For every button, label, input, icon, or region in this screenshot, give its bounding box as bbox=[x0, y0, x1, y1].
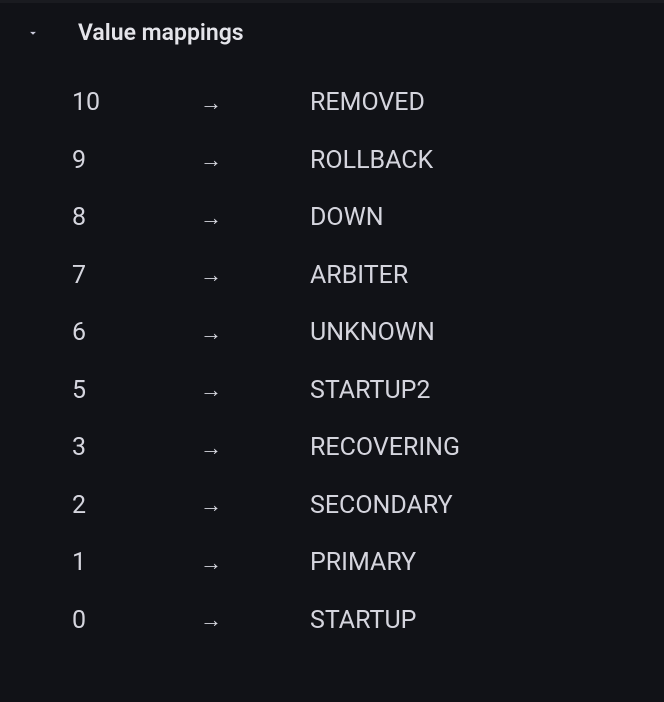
mapping-value: ROLLBACK bbox=[310, 146, 433, 175]
mapping-row: 0 → STARTUP bbox=[72, 592, 664, 650]
mapping-value: STARTUP2 bbox=[310, 376, 430, 405]
mapping-key: 1 bbox=[72, 548, 200, 577]
mapping-row: 6 → UNKNOWN bbox=[72, 304, 664, 362]
chevron-down-icon bbox=[24, 24, 42, 42]
mapping-value: RECOVERING bbox=[310, 433, 460, 462]
mapping-row: 8 → DOWN bbox=[72, 189, 664, 247]
mapping-value: PRIMARY bbox=[310, 548, 416, 577]
mapping-key: 2 bbox=[72, 491, 200, 520]
value-mappings-list: 10 → REMOVED 9 → ROLLBACK 8 → DOWN 7 → A… bbox=[0, 46, 664, 649]
arrow-icon: → bbox=[200, 90, 310, 116]
arrow-icon: → bbox=[200, 147, 310, 173]
mapping-value: ARBITER bbox=[310, 261, 408, 290]
mapping-key: 10 bbox=[72, 88, 200, 117]
arrow-icon: → bbox=[200, 205, 310, 231]
arrow-icon: → bbox=[200, 607, 310, 633]
mapping-key: 3 bbox=[72, 433, 200, 462]
mapping-value: SECONDARY bbox=[310, 491, 453, 520]
mapping-row: 7 → ARBITER bbox=[72, 247, 664, 305]
value-mappings-header[interactable]: Value mappings bbox=[0, 3, 664, 46]
mapping-value: UNKNOWN bbox=[310, 318, 435, 347]
mapping-key: 0 bbox=[72, 606, 200, 635]
section-title: Value mappings bbox=[78, 19, 244, 46]
mapping-row: 2 → SECONDARY bbox=[72, 477, 664, 535]
mapping-key: 6 bbox=[72, 318, 200, 347]
mapping-key: 5 bbox=[72, 376, 200, 405]
arrow-icon: → bbox=[200, 435, 310, 461]
mapping-row: 5 → STARTUP2 bbox=[72, 362, 664, 420]
arrow-icon: → bbox=[200, 492, 310, 518]
mapping-row: 9 → ROLLBACK bbox=[72, 132, 664, 190]
mapping-key: 8 bbox=[72, 203, 200, 232]
arrow-icon: → bbox=[200, 262, 310, 288]
mapping-key: 9 bbox=[72, 146, 200, 175]
arrow-icon: → bbox=[200, 550, 310, 576]
mapping-value: DOWN bbox=[310, 203, 384, 232]
mapping-value: REMOVED bbox=[310, 88, 425, 117]
mapping-row: 1 → PRIMARY bbox=[72, 534, 664, 592]
mapping-value: STARTUP bbox=[310, 606, 416, 635]
arrow-icon: → bbox=[200, 320, 310, 346]
arrow-icon: → bbox=[200, 377, 310, 403]
mapping-row: 3 → RECOVERING bbox=[72, 419, 664, 477]
mapping-row: 10 → REMOVED bbox=[72, 74, 664, 132]
mapping-key: 7 bbox=[72, 261, 200, 290]
